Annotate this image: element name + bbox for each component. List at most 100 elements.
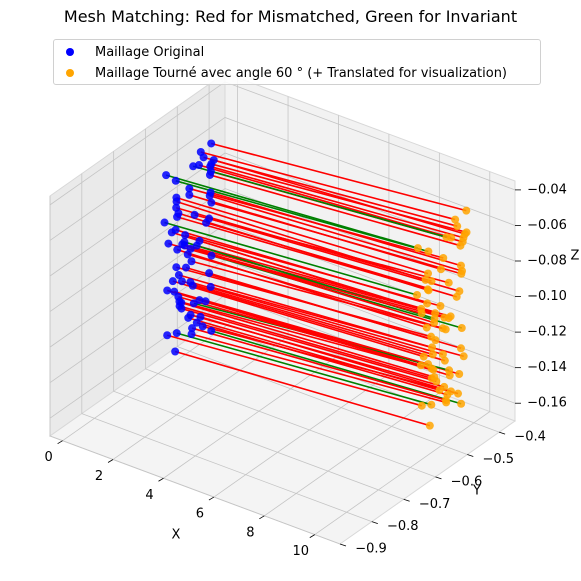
rotated-point — [440, 382, 449, 391]
original-point — [201, 297, 210, 306]
rotated-point — [456, 344, 465, 353]
original-point — [164, 239, 173, 248]
mismatched-line — [200, 151, 456, 221]
mismatched-line — [191, 333, 447, 404]
original-point — [207, 326, 216, 335]
mismatched-line — [189, 187, 444, 259]
original-point — [177, 277, 186, 286]
mismatched-line — [171, 231, 422, 310]
rotated-point — [438, 324, 447, 333]
rotated-point — [455, 369, 464, 378]
original-point — [181, 231, 190, 240]
mismatched-line — [211, 163, 467, 234]
original-point — [174, 271, 183, 280]
x-tick-mark — [57, 440, 63, 445]
original-point — [198, 322, 207, 331]
mismatched-line — [166, 289, 422, 367]
z-tick-label: −0.16 — [527, 396, 567, 411]
original-point — [171, 347, 180, 356]
rotated-point — [446, 387, 455, 396]
rotated-point — [459, 352, 468, 361]
original-point — [170, 287, 179, 296]
mismatched-line — [176, 248, 427, 329]
original-point — [167, 228, 176, 237]
mismatched-line — [209, 195, 463, 272]
x-tick-label: 4 — [145, 488, 153, 503]
mismatched-line — [213, 159, 466, 235]
y-tick-label: −0.6 — [451, 474, 483, 489]
mismatched-line — [181, 280, 434, 356]
mismatched-line — [192, 285, 446, 362]
rotated-point — [453, 222, 462, 231]
z-tick-label: −0.12 — [527, 325, 567, 340]
mismatched-line — [181, 301, 435, 378]
original-point — [182, 263, 191, 272]
y-tick-label: −0.8 — [387, 519, 419, 534]
rotated-point — [423, 285, 432, 294]
x-tick-label: 6 — [196, 507, 204, 522]
mismatched-line — [176, 266, 432, 338]
original-point — [206, 162, 215, 171]
chart-title: Mesh Matching: Red for Mismatched, Green… — [63, 7, 518, 26]
rotated-point — [460, 229, 469, 238]
rotated-point — [427, 332, 436, 341]
mismatched-line — [176, 216, 429, 291]
scatter-points — [160, 139, 471, 430]
legend-label-original: Maillage Original — [95, 44, 205, 60]
rotated-point — [427, 277, 436, 286]
rotated-point — [421, 275, 430, 284]
original-point — [207, 198, 216, 207]
original-point — [185, 184, 194, 193]
rotated-point — [413, 290, 422, 299]
mismatched-line — [179, 300, 434, 371]
rotated-point — [442, 233, 451, 242]
original-point — [172, 263, 181, 272]
rotated-point — [439, 254, 448, 263]
x-tick-mark — [309, 534, 315, 538]
original-point — [160, 218, 169, 227]
original-point — [168, 277, 177, 286]
mismatched-line — [181, 307, 437, 383]
rotated-point — [436, 301, 445, 310]
legend-entry-rotated: Maillage Tourné avec angle 60 ° (+ Trans… — [54, 63, 507, 83]
rotated-point — [427, 400, 436, 409]
x-tick-label: 8 — [246, 525, 254, 540]
rotated-point — [462, 206, 471, 215]
original-point — [189, 299, 198, 308]
mismatched-line — [189, 194, 442, 270]
y-axis-label: Y — [472, 484, 481, 499]
rotated-point — [451, 215, 460, 224]
rotated-point — [425, 421, 434, 430]
original-point — [206, 188, 215, 197]
x-tick-label: 2 — [95, 469, 103, 484]
mismatched-line — [179, 305, 432, 380]
original-point — [192, 318, 201, 327]
invariant-line — [176, 332, 432, 406]
z-tick-label: −0.06 — [527, 218, 567, 233]
original-point — [206, 282, 215, 291]
mismatched-line — [190, 281, 444, 356]
tick-marks — [57, 189, 521, 547]
rotated-point — [424, 269, 433, 278]
rotated-point — [440, 356, 449, 365]
axis-labels: 0 2 4 6 8 10 −0.4−0.5 −0.6−0.7−0.8−0.9 −0.04 −0.0… — [44, 182, 579, 559]
original-point — [186, 278, 195, 287]
mismatched-line — [196, 321, 448, 396]
z-tick-label: −0.10 — [527, 289, 567, 304]
x-tick-mark — [107, 459, 114, 463]
original-point — [205, 269, 214, 278]
original-point — [173, 212, 182, 221]
mismatched-line — [198, 164, 452, 239]
z-tick-label: −0.08 — [527, 254, 567, 269]
rotated-point — [444, 314, 453, 323]
legend-label-rotated: Maillage Tourné avec angle 60 ° (+ Trans… — [95, 65, 508, 81]
x-tick-label: 0 — [44, 450, 52, 465]
original-point — [196, 148, 205, 157]
original-point — [163, 331, 172, 340]
y-tick-mark — [467, 454, 474, 457]
invariant-line — [211, 330, 462, 405]
rotated-point — [423, 299, 432, 308]
original-point — [171, 176, 180, 185]
x-axis-label: X — [172, 528, 181, 543]
legend-marker-original — [66, 48, 74, 56]
